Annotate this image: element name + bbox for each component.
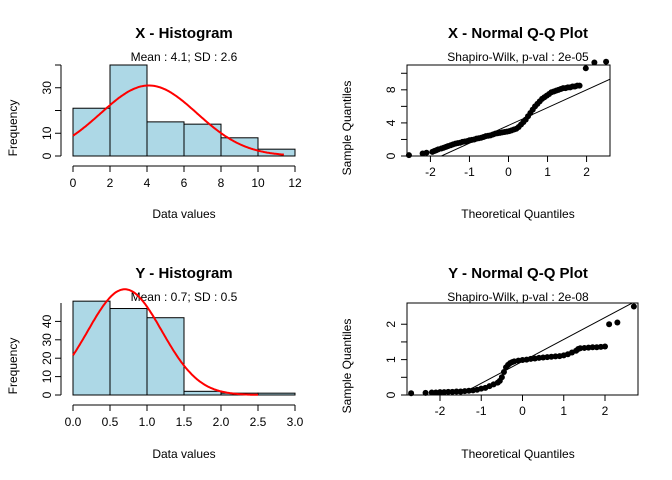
qq-point xyxy=(422,389,429,396)
qq-point xyxy=(500,369,507,375)
histogram-bar xyxy=(109,64,148,157)
y-tick-label: 0 xyxy=(384,152,398,159)
histogram-bar xyxy=(220,137,259,157)
chart-subtitle: Mean : 0.7; SD : 0.5 xyxy=(131,290,238,304)
qq-point xyxy=(576,82,583,89)
qq-point xyxy=(582,65,589,72)
density-curve xyxy=(72,84,284,156)
qq-point xyxy=(589,344,596,351)
x-tick-label: 1.5 xyxy=(176,415,193,429)
y-tick-label: 2 xyxy=(384,321,398,328)
histogram-bar xyxy=(146,121,185,157)
qq-point xyxy=(428,389,435,396)
y-tick-label: 20 xyxy=(40,351,54,365)
x-tick-label: 6 xyxy=(181,176,188,190)
x-tick-label: 4 xyxy=(144,176,151,190)
x-tick-label: -2 xyxy=(425,165,436,179)
x-tick-label: 0 xyxy=(70,176,77,190)
x-tick-label: 0.5 xyxy=(102,415,119,429)
y-axis-label: Sample Quantiles xyxy=(340,319,354,414)
qq-reference-line xyxy=(440,78,610,156)
chart-title: X - Normal Q-Q Plot xyxy=(448,25,588,42)
qq-point xyxy=(591,59,598,66)
x-tick-label: 10 xyxy=(251,176,265,190)
chart-title: Y - Histogram xyxy=(135,265,232,282)
x-tick-label: 0.0 xyxy=(65,415,82,429)
y-tick-label: 30 xyxy=(40,333,54,347)
x-tick-label: 0 xyxy=(519,404,526,418)
x-tick-label: 3.0 xyxy=(287,415,304,429)
y-tick-label: 0 xyxy=(40,391,54,398)
qq-point xyxy=(437,389,443,396)
x-tick-label: 0 xyxy=(505,165,512,179)
chart-subtitle: Shapiro-Wilk, p-val : 2e-08 xyxy=(447,290,589,304)
chart-subtitle: Mean : 4.1; SD : 2.6 xyxy=(131,50,238,64)
y-tick-label: 0 xyxy=(384,391,398,398)
qq-point xyxy=(453,388,460,395)
histogram-bar xyxy=(257,392,296,396)
x-tick-label: 1 xyxy=(560,404,567,418)
x-tick-label: -1 xyxy=(464,165,475,179)
x-axis-label: Theoretical Quantiles xyxy=(461,207,574,221)
qq-point xyxy=(498,374,505,381)
qq-point xyxy=(606,321,613,328)
qq-point xyxy=(602,343,608,350)
y-axis-label: Frequency xyxy=(6,338,20,395)
qq-point xyxy=(614,319,621,326)
x-tick-label: 2 xyxy=(107,176,114,190)
y-axis-label: Frequency xyxy=(6,100,20,157)
histogram-bar xyxy=(183,390,222,396)
x-tick-label: 1 xyxy=(544,165,551,179)
x-axis-label: Theoretical Quantiles xyxy=(461,447,574,461)
x-tick-label: 2.0 xyxy=(213,415,230,429)
x-axis-label: Data values xyxy=(152,207,215,221)
y-tick-label: 8 xyxy=(384,86,398,93)
y-tick-label: 10 xyxy=(40,126,54,140)
density-curve xyxy=(72,288,258,396)
x-tick-label: 2.5 xyxy=(250,415,267,429)
x-tick-label: 8 xyxy=(218,176,225,190)
x-tick-label: 2 xyxy=(602,404,609,418)
chart-subtitle: Shapiro-Wilk, p-val : 2e-05 xyxy=(447,50,589,64)
x-axis-label: Data values xyxy=(152,447,215,461)
qq-point xyxy=(445,388,452,395)
y-axis-label: Sample Quantiles xyxy=(340,81,354,176)
qq-point xyxy=(630,303,637,310)
x-tick-label: -2 xyxy=(435,404,446,418)
y-tick-label: 4 xyxy=(384,119,398,126)
x-tick-label: 2 xyxy=(583,165,590,179)
chart-title: Y - Normal Q-Q Plot xyxy=(448,265,588,282)
x-tick-label: -1 xyxy=(476,404,487,418)
qq-point xyxy=(408,390,415,397)
qq-point xyxy=(405,152,412,159)
histogram-bar xyxy=(109,308,148,396)
y-tick-label: 30 xyxy=(40,81,54,95)
chart-title: X - Histogram xyxy=(135,25,233,42)
plot-box xyxy=(406,64,611,157)
y-tick-label: 40 xyxy=(40,314,54,328)
x-tick-label: 12 xyxy=(288,176,302,190)
y-tick-label: 0 xyxy=(40,152,54,159)
histogram-bar xyxy=(257,148,296,157)
y-tick-label: 10 xyxy=(40,370,54,384)
y-tick-label: 1 xyxy=(384,356,398,363)
x-tick-label: 1.0 xyxy=(139,415,156,429)
qq-point xyxy=(603,58,610,65)
qq-point xyxy=(423,149,430,156)
